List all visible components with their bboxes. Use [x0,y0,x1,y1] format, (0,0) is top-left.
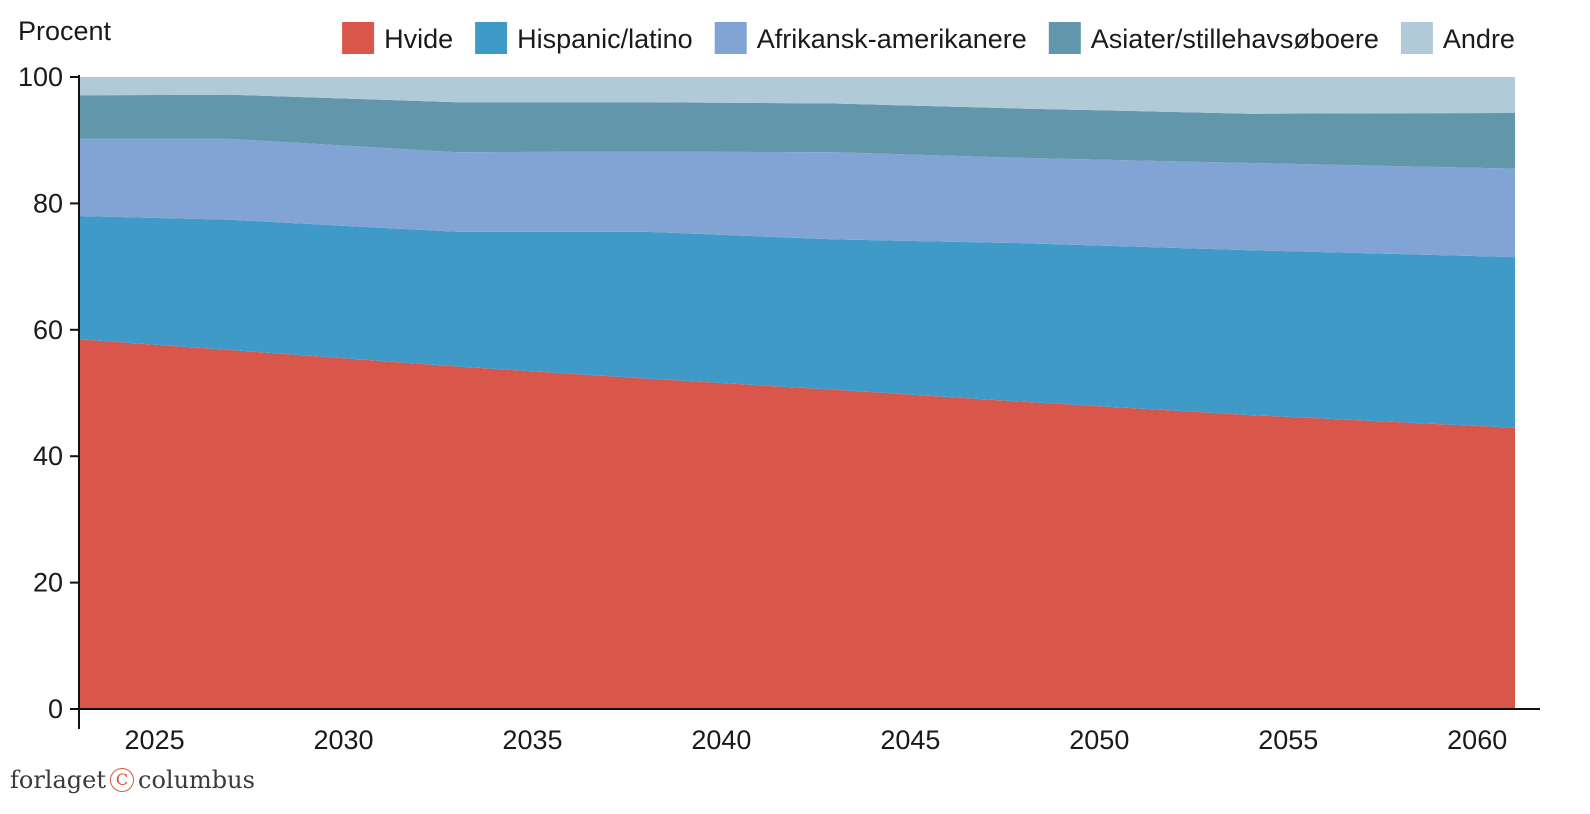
legend-swatch [342,22,375,54]
x-tick-label: 2025 [125,725,185,755]
legend-swatch [475,22,508,54]
x-tick-label: 2035 [502,725,562,755]
y-tick-label: 0 [48,694,63,724]
y-tick-label: 20 [33,568,63,598]
axes [78,75,1540,729]
legend-item: Asiater/stillehavsøboere [1048,22,1379,54]
publisher-name-left: forlaget [10,766,106,794]
x-tick-label: 2050 [1069,725,1129,755]
legend-swatch [714,22,747,54]
legend-swatch [1048,22,1081,54]
y-axis-ticks: 0 20 40 60 80 100 [18,62,79,724]
legend-label: Hispanic/latino [517,24,693,54]
area-afrikansk-amerikanere [79,138,1515,258]
publisher-name-right: columbus [138,766,255,794]
publisher-logo: forlaget C columbus [10,766,255,794]
legend-item: Hvide [342,22,453,54]
area-asiater-stillehavsøboere [79,94,1515,169]
copyright-icon: C [110,768,134,792]
x-tick-label: 2060 [1447,725,1507,755]
y-tick-label: 40 [33,441,63,471]
area-hvide [79,339,1515,709]
legend-label: Afrikansk-amerikanere [757,24,1027,54]
area-hispanic-latino [79,216,1515,428]
legend-item: Hispanic/latino [475,22,693,54]
area-andre [79,77,1515,114]
y-tick-label: 100 [18,62,63,92]
legend-swatch [1400,22,1433,54]
legend-item: Andre [1400,22,1515,54]
x-tick-label: 2040 [691,725,751,755]
area-layers [79,77,1515,709]
y-tick-label: 60 [33,315,63,345]
legend-label: Hvide [384,24,453,54]
y-tick-label: 80 [33,188,63,218]
legend-item: Afrikansk-amerikanere [714,22,1027,54]
legend: Hvide Hispanic/latino Afrikansk-amerikaner… [342,22,1515,54]
legend-label: Asiater/stillehavsøboere [1091,24,1379,54]
y-axis-label: Procent [18,16,112,46]
x-axis-ticks: 2025 2030 2035 2040 2045 2050 2055 2060 [125,725,1508,755]
legend-label: Andre [1443,24,1515,54]
x-tick-label: 2030 [313,725,373,755]
x-tick-label: 2055 [1258,725,1318,755]
x-tick-label: 2045 [880,725,940,755]
